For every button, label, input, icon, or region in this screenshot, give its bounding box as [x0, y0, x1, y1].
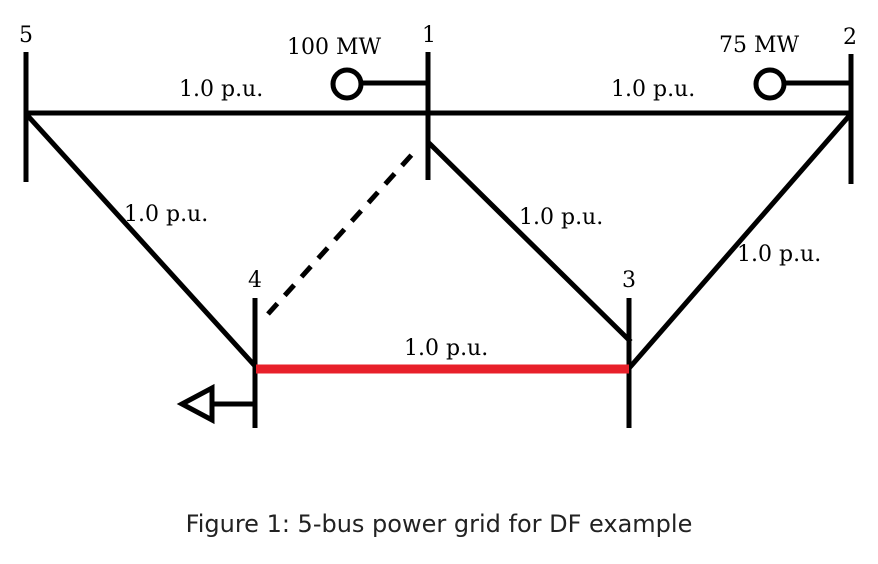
line-5-4 [24, 112, 259, 370]
load-arrow-icon [176, 383, 215, 425]
bus-1-label: 1 [422, 23, 436, 48]
line-4-1-dashed [266, 148, 418, 316]
generator-1-label: 100 MW [287, 35, 382, 60]
bus-2-label: 2 [843, 25, 857, 50]
generator-1-icon [330, 67, 364, 101]
power-grid-diagram: 5 1 2 4 3 100 MW 75 MW 1.0 p.u. 1.0 p.u.… [19, 23, 857, 428]
line-4-3-label: 1.0 p.u. [404, 336, 488, 361]
line-2-3-label: 1.0 p.u. [737, 242, 821, 267]
generator-2-label: 75 MW [719, 33, 800, 58]
line-1-3 [426, 140, 633, 344]
line-5-1-label: 1.0 p.u. [179, 77, 263, 102]
line-1-3-label: 1.0 p.u. [519, 205, 603, 230]
line-1-2-label: 1.0 p.u. [611, 77, 695, 102]
line-5-4-label: 1.0 p.u. [124, 202, 208, 227]
line-2-3 [627, 112, 853, 370]
generator-2-icon [753, 67, 787, 101]
bus-4-label: 4 [248, 268, 262, 293]
figure-caption: Figure 1: 5-bus power grid for DF exampl… [185, 510, 693, 538]
bus-3-label: 3 [622, 268, 636, 293]
bus-5-label: 5 [19, 23, 33, 48]
